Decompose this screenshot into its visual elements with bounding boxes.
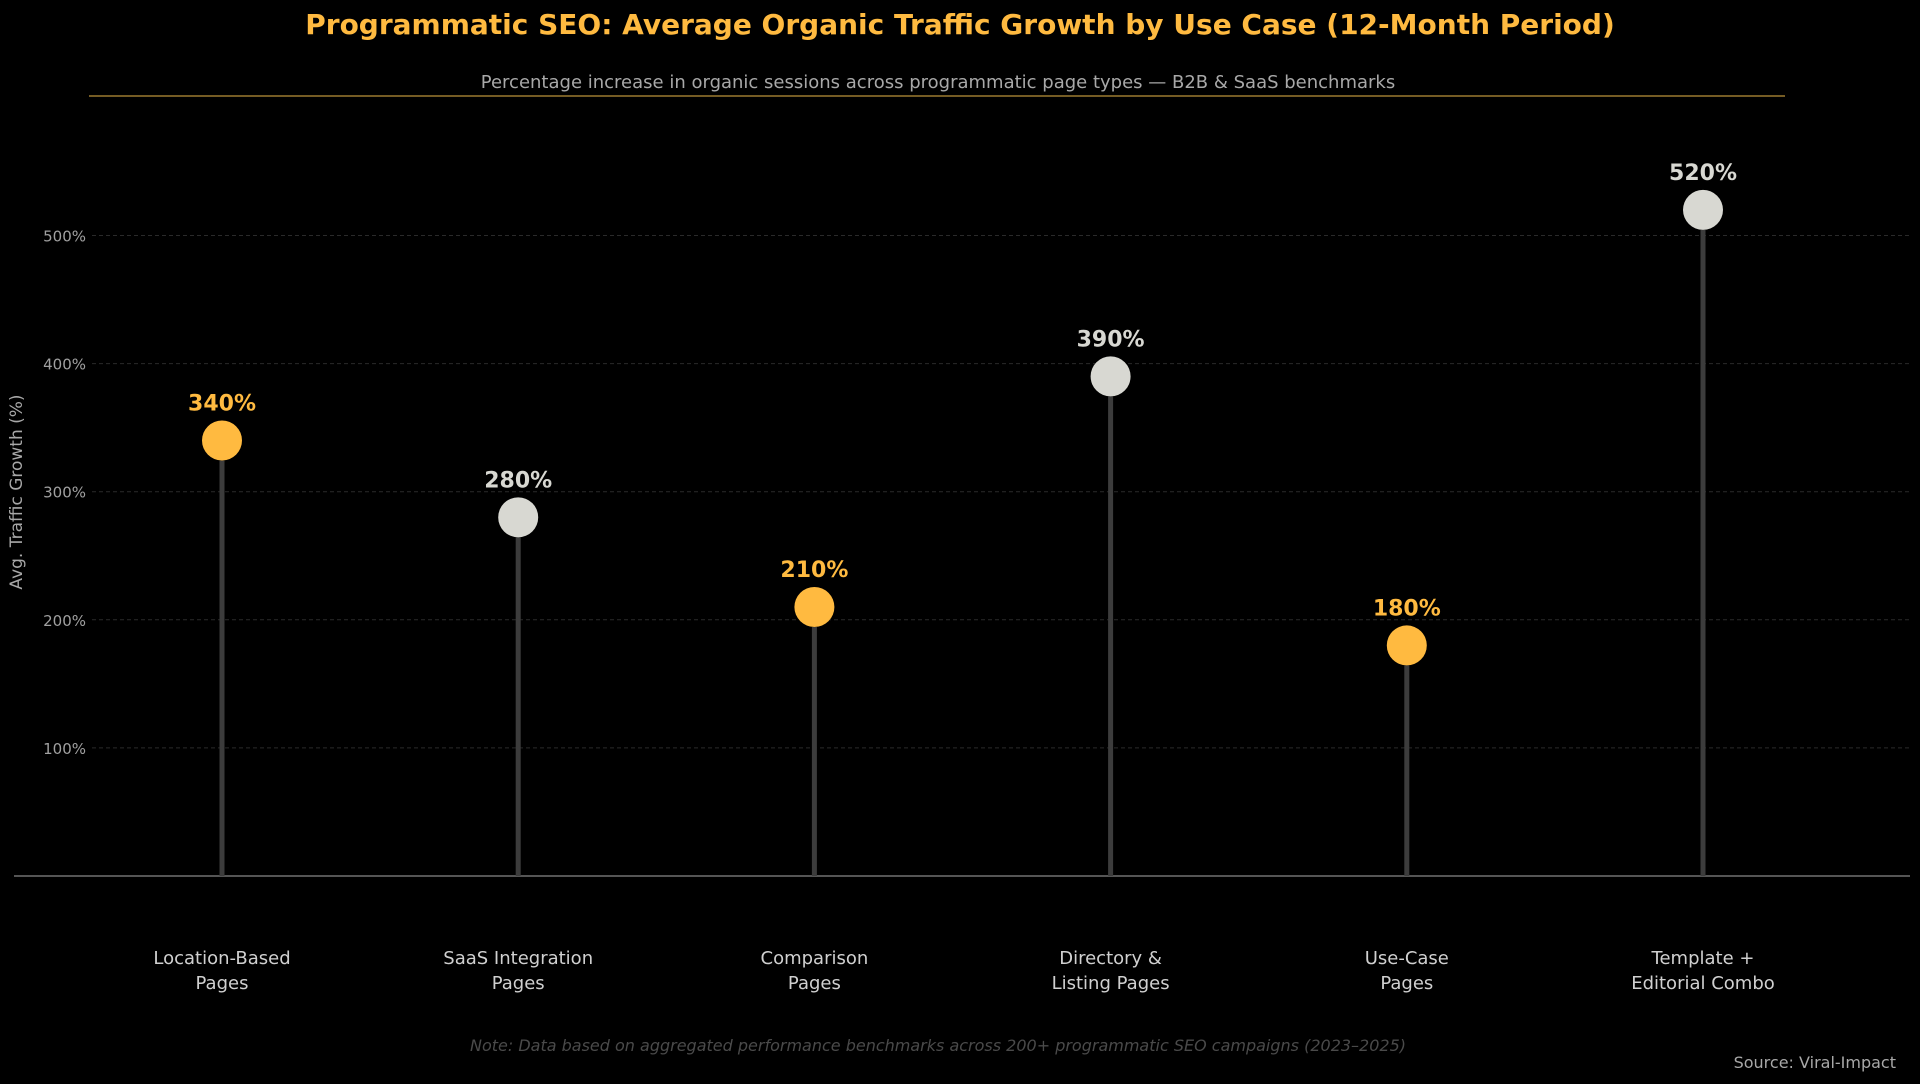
footnote: Note: Data based on aggregated performan… <box>470 1036 1406 1055</box>
source-credit: Source: Viral-Impact <box>1734 1053 1896 1072</box>
y-tick-label: 200% <box>43 612 86 630</box>
value-label: 520% <box>1669 161 1737 186</box>
x-tick-label: Location-Based <box>153 948 290 969</box>
x-tick-label: SaaS Integration <box>443 948 593 969</box>
lollipop-dot <box>1090 356 1131 397</box>
lollipop-dot <box>1386 625 1427 666</box>
x-tick-label: Listing Pages <box>1052 973 1170 994</box>
value-label: 180% <box>1373 596 1441 621</box>
y-tick-label: 100% <box>43 740 86 758</box>
y-tick-label: 300% <box>43 484 86 502</box>
chart-subtitle: Percentage increase in organic sessions … <box>481 72 1395 93</box>
x-tick-label: Pages <box>788 973 841 994</box>
chart-title: Programmatic SEO: Average Organic Traffi… <box>305 8 1615 41</box>
x-tick-label: Pages <box>1380 973 1433 994</box>
x-tick-label: Directory & <box>1059 948 1162 969</box>
x-tick-label: Template + <box>1651 948 1755 969</box>
x-tick-label: Pages <box>492 973 545 994</box>
lollipop-dot <box>498 497 539 538</box>
value-label: 390% <box>1077 327 1145 352</box>
x-tick-label: Use-Case <box>1365 948 1449 969</box>
y-tick-label: 400% <box>43 356 86 374</box>
value-label: 210% <box>780 558 848 583</box>
lollipop-dot <box>794 586 835 627</box>
lollipop-dot <box>1683 189 1723 230</box>
x-tick-label: Editorial Combo <box>1631 973 1775 994</box>
lollipop-dot <box>202 420 242 461</box>
value-label: 280% <box>484 468 552 493</box>
x-tick-label: Comparison <box>761 948 869 969</box>
value-label: 340% <box>188 391 256 416</box>
y-axis-label: Avg. Traffic Growth (%) <box>7 394 27 589</box>
x-tick-label: Pages <box>196 973 249 994</box>
y-tick-label: 500% <box>43 228 86 246</box>
